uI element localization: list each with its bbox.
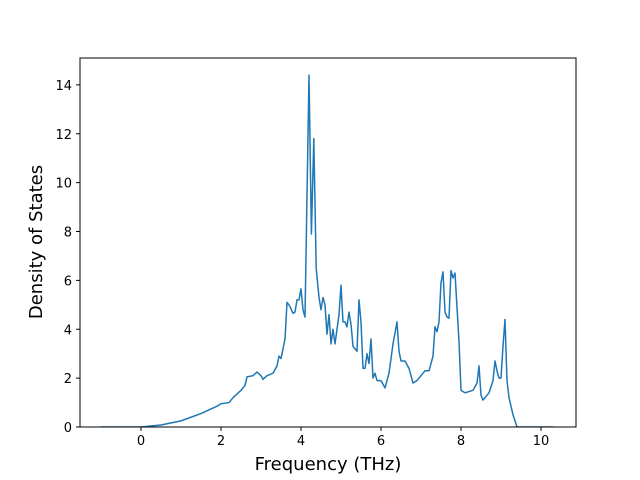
x-tick-label: 0 xyxy=(137,434,145,449)
y-tick-label: 6 xyxy=(64,274,72,289)
x-axis-label: Frequency (THz) xyxy=(255,454,402,475)
y-tick-label: 0 xyxy=(64,421,72,436)
plot-frame xyxy=(79,57,577,428)
x-tick-label: 10 xyxy=(533,434,550,449)
y-axis-label: Density of States xyxy=(26,165,47,319)
x-tick-label: 4 xyxy=(297,434,305,449)
y-tick-label: 4 xyxy=(64,323,72,338)
x-tick-label: 6 xyxy=(377,434,385,449)
x-tick-label: 8 xyxy=(457,434,465,449)
y-tick-label: 12 xyxy=(55,128,72,143)
y-tick-label: 14 xyxy=(55,79,72,94)
y-tick-label: 8 xyxy=(64,226,72,241)
x-tick-label: 2 xyxy=(217,434,225,449)
dos-line xyxy=(101,74,553,427)
y-tick-label: 2 xyxy=(64,372,72,387)
y-tick-label: 10 xyxy=(55,177,72,192)
